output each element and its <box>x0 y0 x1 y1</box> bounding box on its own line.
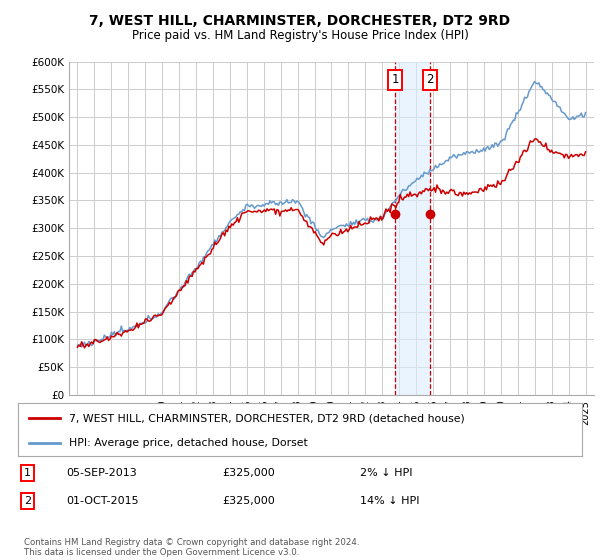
Text: Contains HM Land Registry data © Crown copyright and database right 2024.
This d: Contains HM Land Registry data © Crown c… <box>24 538 359 557</box>
Bar <box>395 62 430 395</box>
Text: HPI: Average price, detached house, Dorset: HPI: Average price, detached house, Dors… <box>69 438 308 448</box>
Text: 1: 1 <box>391 73 399 86</box>
Text: £325,000: £325,000 <box>222 496 275 506</box>
Text: 14% ↓ HPI: 14% ↓ HPI <box>360 496 419 506</box>
Text: 05-SEP-2013: 05-SEP-2013 <box>66 468 137 478</box>
Text: 7, WEST HILL, CHARMINSTER, DORCHESTER, DT2 9RD (detached house): 7, WEST HILL, CHARMINSTER, DORCHESTER, D… <box>69 413 464 423</box>
Text: 7, WEST HILL, CHARMINSTER, DORCHESTER, DT2 9RD: 7, WEST HILL, CHARMINSTER, DORCHESTER, D… <box>89 14 511 28</box>
Text: £325,000: £325,000 <box>222 468 275 478</box>
Text: 2: 2 <box>427 73 434 86</box>
Text: 2: 2 <box>24 496 31 506</box>
Text: 2% ↓ HPI: 2% ↓ HPI <box>360 468 413 478</box>
Text: 01-OCT-2015: 01-OCT-2015 <box>66 496 139 506</box>
Text: 1: 1 <box>24 468 31 478</box>
Text: Price paid vs. HM Land Registry's House Price Index (HPI): Price paid vs. HM Land Registry's House … <box>131 29 469 42</box>
